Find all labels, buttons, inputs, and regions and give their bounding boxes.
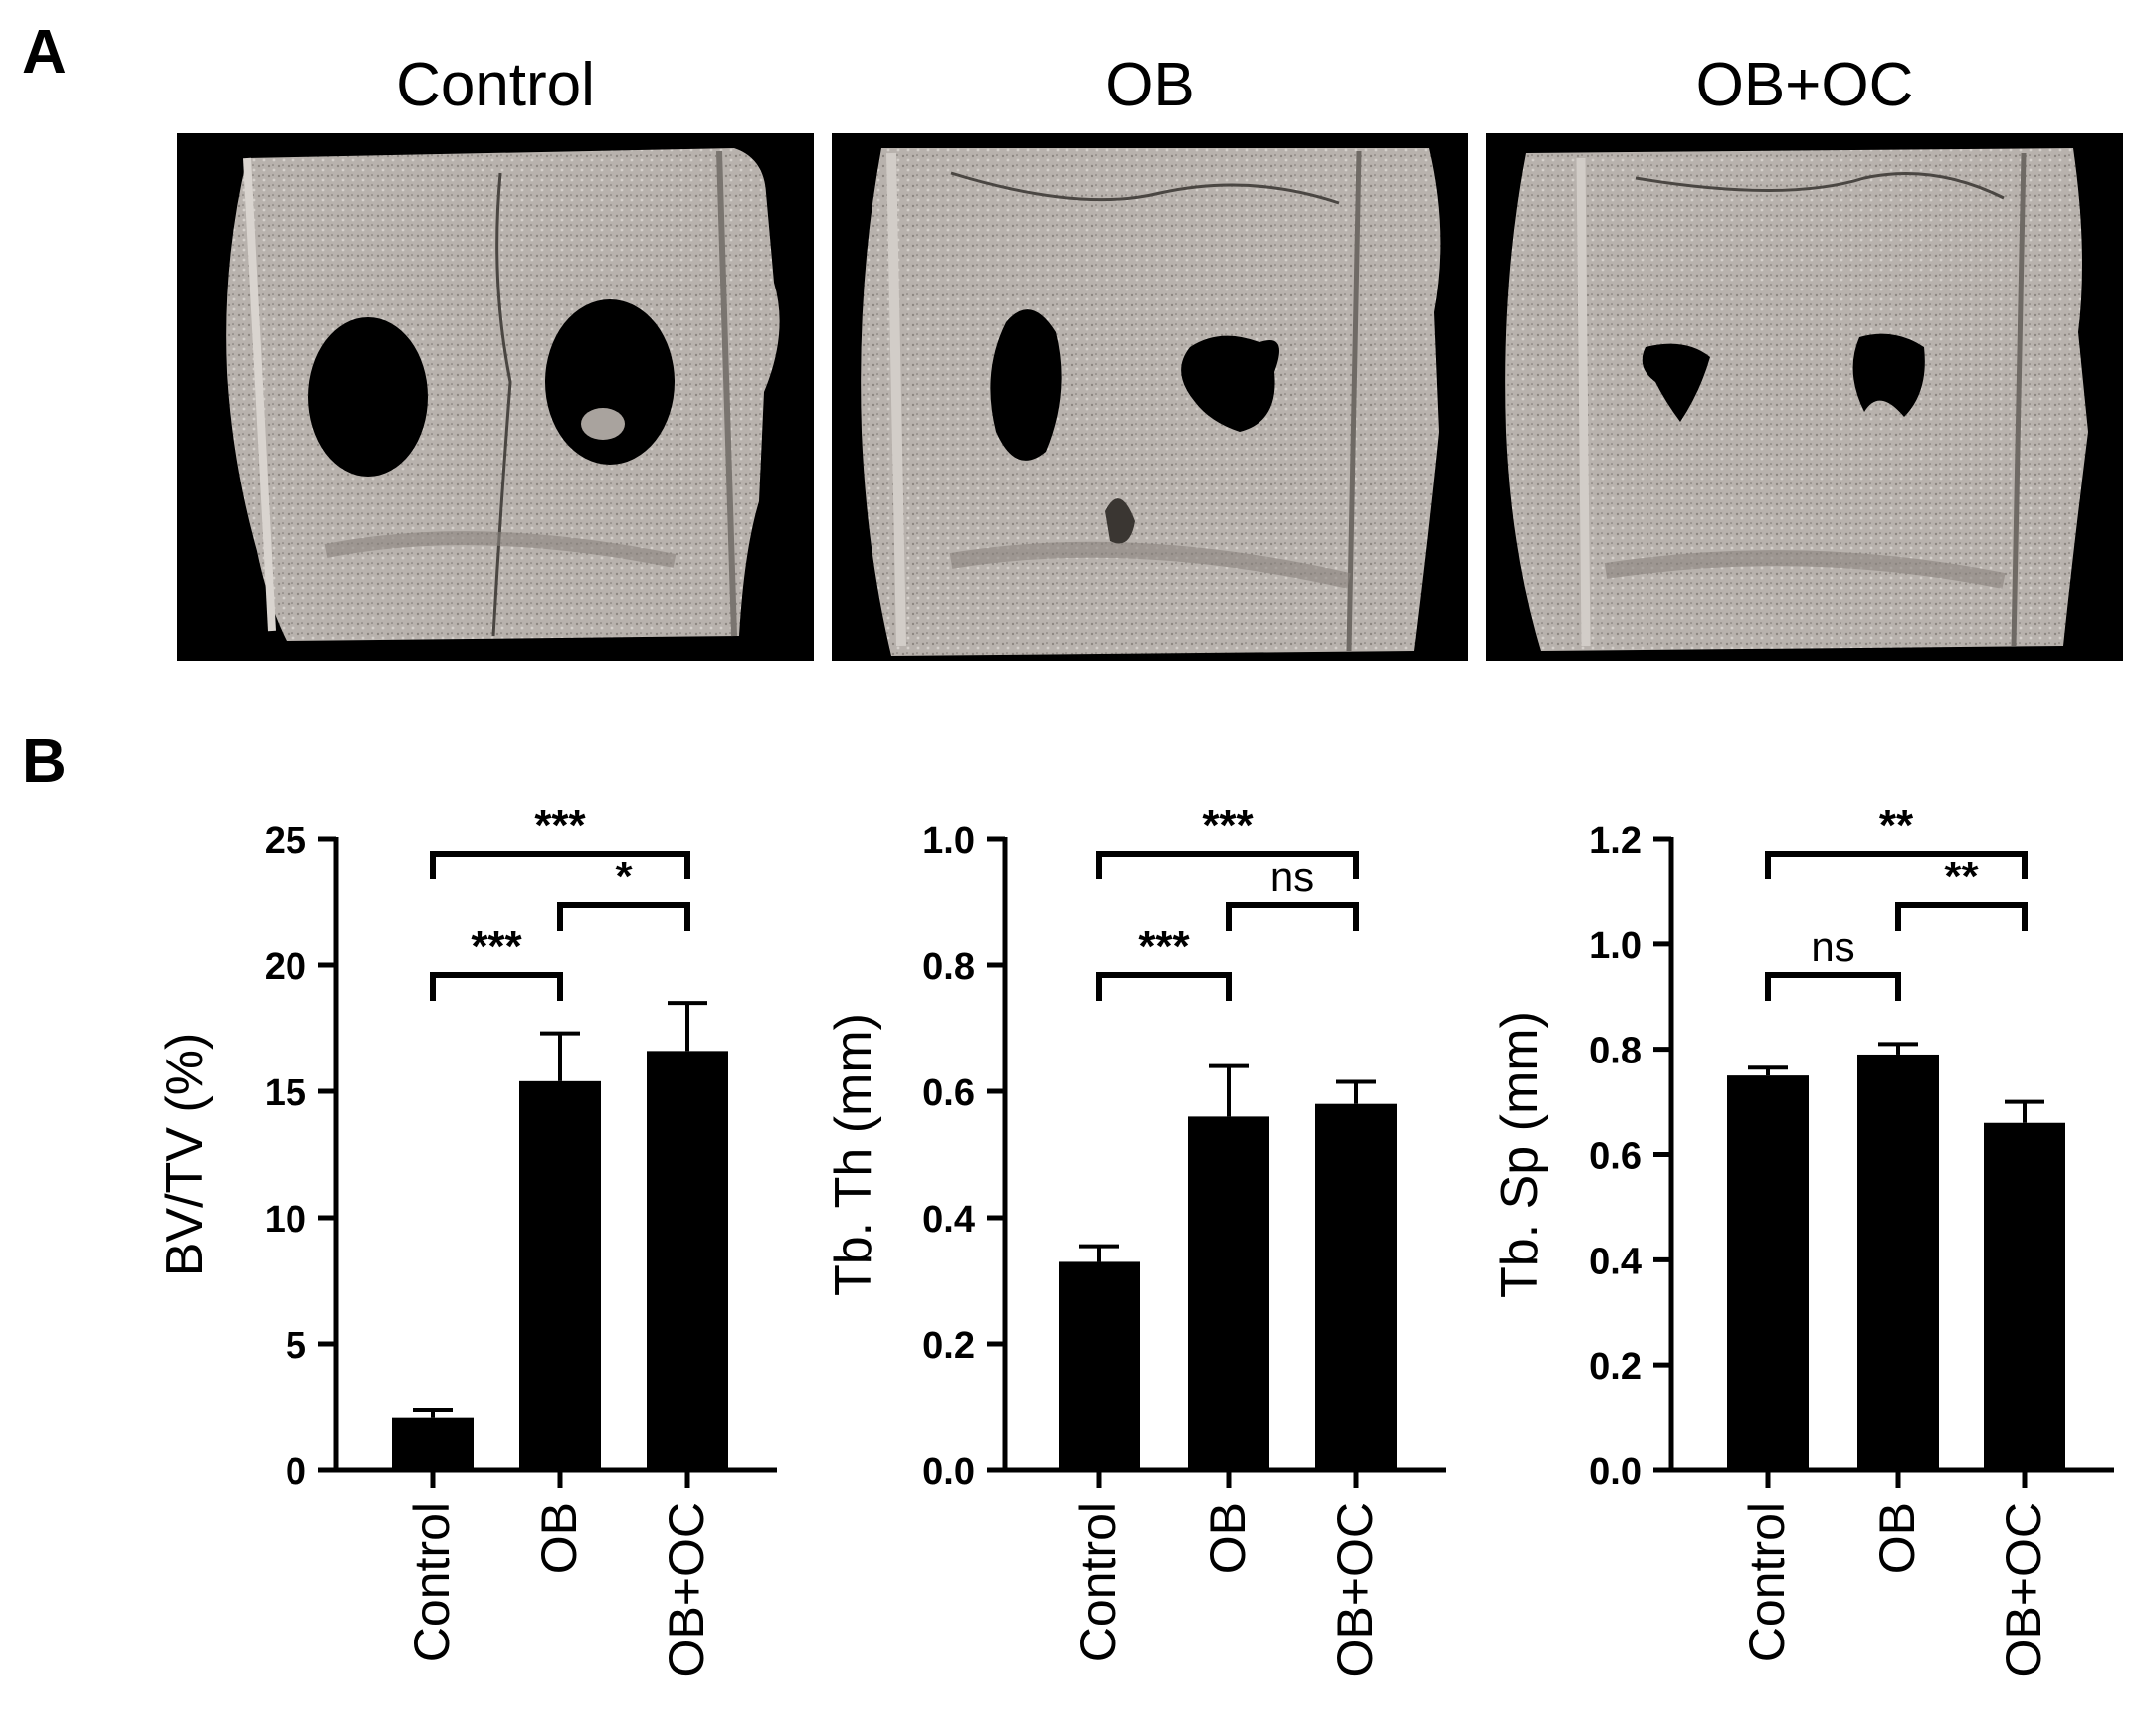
significance-bracket [1765,972,1901,1001]
bar [1857,1054,1939,1470]
y-tick-label: 1.2 [1589,820,1642,862]
significance-bracket [557,902,690,931]
y-tick-label: 0.4 [1589,1241,1642,1282]
micro-ct-image-ob [832,133,1468,661]
x-tick-label: OB+OC [1996,1502,2051,1677]
x-tick-label: Control [1739,1502,1795,1662]
significance-label: ** [1879,801,1914,850]
significance-bracket [1765,851,2028,879]
significance-bracket [430,851,690,879]
y-tick-label: 25 [265,820,306,862]
y-tick-label: 0 [286,1451,306,1493]
significance-label: *** [1138,922,1190,971]
y-tick-label: 0.2 [922,1325,975,1367]
significance-label: * [615,853,633,901]
bar [1315,1103,1397,1470]
x-tick-label: Control [1070,1502,1126,1662]
y-tick-label: 0.0 [922,1451,975,1493]
panel-b-letter: B [22,727,67,796]
y-tick-label: 1.0 [922,820,975,862]
significance-bracket [1096,972,1232,1001]
image-title-ob-oc: OB+OC [1695,51,1914,119]
y-tick-label: 0.4 [922,1199,975,1241]
significance-bracket [1895,902,2028,931]
y-axis-label: BV/TV (%) [156,1033,214,1277]
y-tick-label: 1.0 [1589,925,1642,967]
significance-label: *** [1202,801,1254,850]
y-tick-label: 0.8 [922,946,975,988]
micro-ct-image-ob-oc [1486,133,2123,661]
y-tick-label: 0.0 [1589,1451,1642,1493]
significance-bracket [1096,851,1359,879]
y-tick-label: 10 [265,1199,306,1241]
x-tick-label: Control [404,1502,460,1662]
significance-label: *** [534,801,586,850]
micro-ct-image-control [177,133,814,661]
bar [519,1080,601,1470]
bar [392,1417,474,1470]
bar [1188,1116,1269,1470]
significance-bracket [1226,902,1359,931]
x-tick-label: OB [1200,1502,1256,1574]
y-tick-label: 0.2 [1589,1346,1642,1388]
bar [1059,1261,1140,1470]
x-tick-label: OB+OC [1327,1502,1383,1677]
significance-label: ns [1811,923,1854,970]
significance-label: ** [1944,853,1979,901]
x-tick-label: OB [1869,1502,1925,1574]
x-tick-label: OB+OC [659,1502,714,1677]
y-tick-label: 5 [286,1325,306,1367]
significance-bracket [430,972,563,1001]
bar [1727,1075,1809,1470]
y-tick-label: 0.8 [1589,1031,1642,1072]
y-axis-label: Tb. Th (mm) [825,1013,882,1296]
significance-label: *** [471,922,522,971]
y-tick-label: 20 [265,946,306,988]
image-title-ob: OB [1105,51,1195,119]
significance-label: ns [1270,854,1314,900]
y-axis-label: Tb. Sp (mm) [1491,1011,1549,1298]
y-tick-label: 15 [265,1072,306,1114]
bar [647,1051,728,1470]
bar [1984,1122,2065,1470]
y-tick-label: 0.6 [922,1072,975,1114]
x-tick-label: OB [531,1502,587,1574]
image-title-control: Control [396,51,595,119]
panel-a-letter: A [22,18,67,87]
y-tick-label: 0.6 [1589,1136,1642,1178]
